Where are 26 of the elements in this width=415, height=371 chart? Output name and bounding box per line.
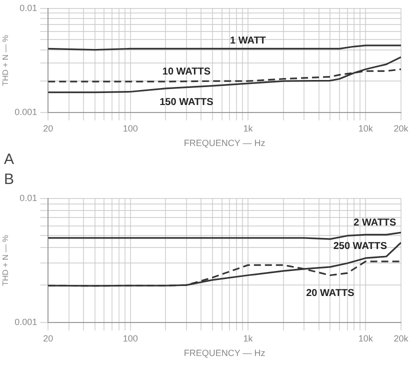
y-axis-title: THD + N — % (1, 234, 10, 286)
x-axis-title: FREQUENCY — Hz (184, 138, 266, 148)
x-tick-label: 100 (122, 123, 138, 134)
y-axis-title: THD + N — % (1, 34, 10, 86)
y-tick-label: 0.001 (14, 106, 38, 117)
y-tick-label: 0.001 (14, 316, 38, 327)
series-label: 1 WATT (230, 35, 266, 46)
x-tick-label: 10k (358, 123, 374, 134)
x-tick-label: 10k (358, 333, 374, 344)
text: A (3, 150, 16, 170)
x-tick-label: 20k (394, 123, 409, 134)
series-label: 150 WATTS (160, 97, 214, 108)
y-tick-label: 0.01 (20, 192, 38, 203)
series-label: 250 WATTS (333, 240, 388, 252)
x-tick-label: 1k (243, 123, 254, 134)
x-tick-label: 20k (394, 333, 409, 344)
series-label: 10 WATTS (162, 66, 211, 78)
x-tick-label: 1k (243, 333, 254, 344)
series-label: 2 WATTS (354, 217, 397, 228)
x-tick-label: 20 (43, 123, 54, 134)
chart-title: B (3, 170, 16, 190)
series-label: 20 WATTS (306, 288, 355, 300)
x-axis-title: FREQUENCY — Hz (184, 348, 266, 358)
x-tick-label: 20 (43, 333, 54, 344)
x-tick-label: 100 (122, 333, 138, 344)
y-tick-label: 0.01 (20, 2, 38, 13)
